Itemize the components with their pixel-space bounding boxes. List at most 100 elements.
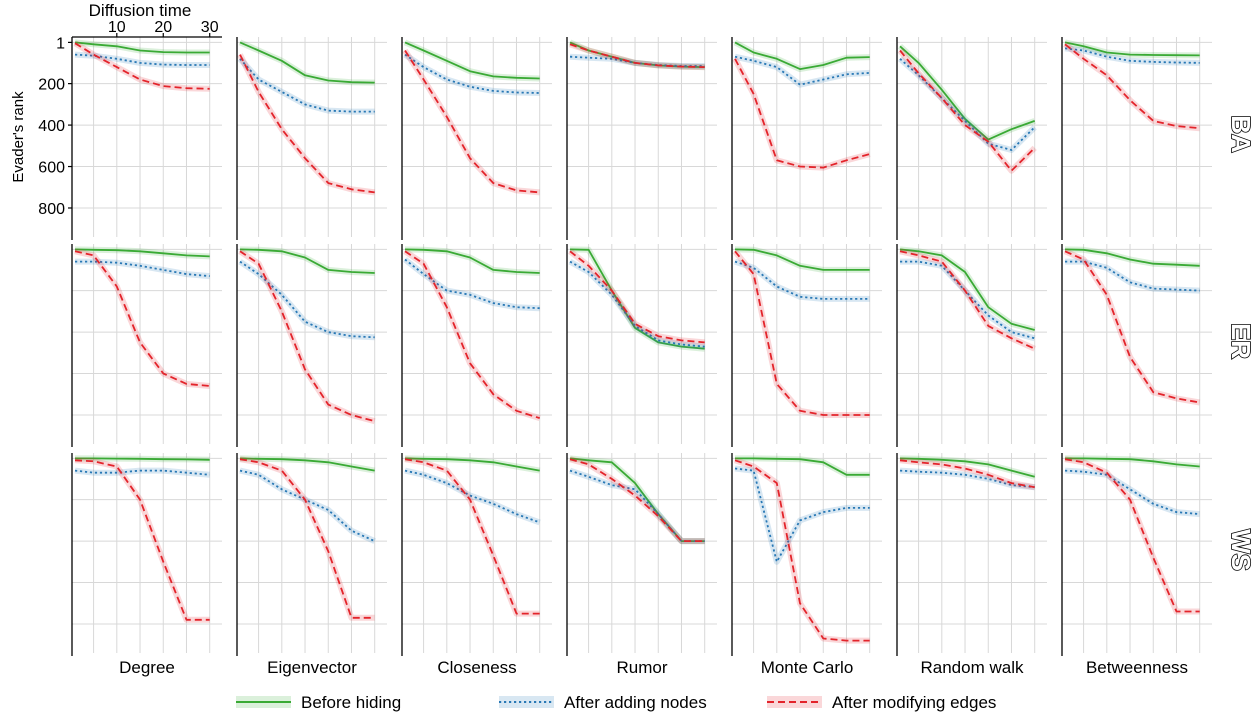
series-line-before-hiding: [734, 248, 870, 271]
series-line-after-modifying-edges: [404, 458, 540, 615]
series-line-after-modifying-edges: [734, 58, 870, 169]
series-line-after-modifying-edges: [569, 250, 705, 344]
legend-swatch-band: [499, 696, 554, 708]
column-label: Closeness: [437, 658, 516, 677]
panel-ws-betweenness: [1061, 453, 1212, 656]
series-confidence-band: [239, 456, 375, 621]
series-line-after-adding-nodes: [74, 469, 210, 476]
panel-ba-degree: [71, 37, 222, 240]
series-confidence-band: [734, 53, 870, 88]
series-line-after-adding-nodes: [899, 469, 1035, 489]
series-confidence-band: [734, 465, 870, 565]
panel-grid: [72, 244, 222, 444]
series-line-after-adding-nodes: [569, 469, 705, 542]
panel-grid: [402, 453, 552, 653]
top-axis-label: Diffusion time: [89, 1, 192, 20]
series-line-after-modifying-edges: [1064, 43, 1200, 130]
panel-grid: [1062, 244, 1212, 444]
series-confidence-band: [403, 39, 540, 82]
series-line-after-modifying-edges: [404, 250, 540, 419]
series-line-after-adding-nodes: [404, 258, 540, 310]
series-confidence-band: [732, 249, 870, 418]
panel-grid: [732, 453, 882, 653]
series-line-after-modifying-edges: [1064, 250, 1200, 404]
series-line-after-adding-nodes: [899, 58, 1036, 151]
panel-grid: [1062, 453, 1212, 653]
panel-grid: [237, 453, 387, 653]
panel-er-random-walk: [896, 244, 1047, 447]
panel-ws-rumor: [566, 453, 717, 656]
series-line-before-hiding: [569, 248, 705, 350]
panel-grid: [72, 37, 222, 237]
panel-ba-closeness: [401, 37, 552, 240]
series-line-after-adding-nodes: [239, 58, 375, 113]
series-line-after-modifying-edges: [899, 459, 1035, 489]
panel-grid: [567, 453, 717, 653]
top-axis-tick-label: 20: [154, 19, 172, 36]
series-line-before-hiding: [404, 248, 540, 274]
series-line-after-adding-nodes: [1064, 47, 1200, 64]
panel-ba-betweenness: [1061, 37, 1212, 240]
series-line-before-hiding: [899, 248, 1035, 331]
series-line-after-adding-nodes: [734, 260, 870, 300]
series-line-after-modifying-edges: [1064, 458, 1200, 613]
panel-er-rumor: [566, 244, 717, 447]
legend-label: After adding nodes: [564, 693, 707, 712]
series-confidence-band: [569, 456, 705, 545]
panel-ws-closeness: [401, 453, 552, 656]
legend-item: After modifying edges: [767, 693, 996, 712]
series-line-before-hiding: [239, 457, 375, 472]
series-line-after-modifying-edges: [239, 250, 375, 423]
panel-grid: [732, 37, 882, 237]
series-line-after-modifying-edges: [74, 42, 210, 90]
panel-grid: [237, 244, 387, 444]
panel-grid: [402, 244, 552, 444]
legend-label: Before hiding: [301, 693, 401, 712]
row-label: BA: [1226, 115, 1252, 153]
panel-ba-rumor: [566, 37, 717, 240]
series-line-after-adding-nodes: [75, 260, 210, 277]
panel-er-eigenvector: [236, 244, 387, 447]
series-confidence-band: [404, 467, 541, 526]
panel-grid: [237, 37, 387, 237]
series-line-before-hiding: [74, 248, 210, 258]
top-axis-tick-label: 30: [201, 19, 219, 36]
panel-grid: [567, 37, 717, 237]
column-label: Rumor: [616, 658, 667, 677]
series-confidence-band: [1064, 456, 1200, 615]
panels: [71, 37, 1212, 656]
panel-ws-random-walk: [896, 453, 1047, 656]
axes: Diffusion time Evader's rank 10 20 30 1 200 4…: [10, 1, 222, 218]
series-line-after-modifying-edges: [899, 250, 1036, 350]
legend-item: Before hiding: [236, 693, 401, 712]
panel-grid: [72, 453, 222, 653]
series-line-before-hiding: [1064, 41, 1200, 57]
column-label: Random walk: [921, 658, 1024, 677]
panel-ws-degree: [71, 453, 222, 656]
panel-ba-random-walk: [896, 37, 1047, 240]
series-confidence-band: [1063, 248, 1201, 406]
series-line-before-hiding: [239, 41, 375, 84]
panel-er-betweenness: [1061, 244, 1212, 447]
series-line-after-modifying-edges: [734, 459, 870, 642]
panel-grid: [567, 244, 717, 444]
panel-grid: [1062, 37, 1212, 237]
panel-ws-monte-carlo: [731, 453, 882, 656]
y-axis-tick-label: 800: [38, 201, 65, 218]
series-confidence-band: [1065, 258, 1200, 294]
series-line-before-hiding: [735, 457, 870, 476]
series-line-after-adding-nodes: [74, 53, 210, 66]
panel-grid: [897, 244, 1047, 444]
series-confidence-band: [238, 259, 375, 341]
series-line-before-hiding: [569, 457, 705, 542]
series-line-before-hiding: [1064, 248, 1200, 267]
column-label: Degree: [119, 658, 175, 677]
series-line-after-adding-nodes: [404, 469, 541, 524]
series-line-before-hiding: [899, 45, 1036, 141]
series-line-after-modifying-edges: [239, 458, 375, 619]
y-axis-tick-label: 600: [38, 160, 65, 177]
series-line-after-modifying-edges: [74, 250, 210, 387]
series-line-before-hiding: [899, 457, 1035, 478]
series-line-before-hiding: [404, 41, 540, 80]
